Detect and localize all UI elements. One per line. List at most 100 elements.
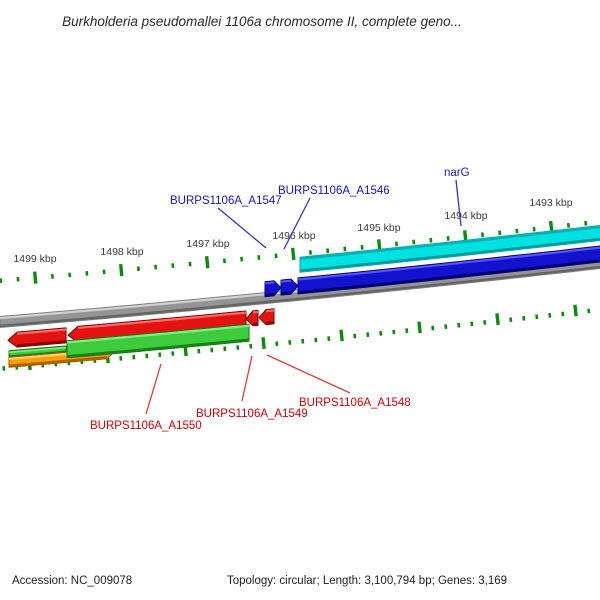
ruler-tick <box>376 239 382 252</box>
leader-line <box>217 207 267 249</box>
feature-BURPS1106A_A1546[interactable] <box>280 278 299 296</box>
ruler-tick <box>431 325 435 331</box>
ruler-tick <box>118 263 124 277</box>
ruler-tick <box>412 239 416 245</box>
ruler-tick <box>158 352 162 358</box>
ruler-tick <box>257 255 261 260</box>
ruler-tick <box>314 337 318 343</box>
ruler-tick <box>275 341 279 347</box>
ruler-tick <box>343 246 347 252</box>
ruler-tick <box>587 308 591 314</box>
ruler-tick <box>394 241 399 247</box>
ruler-tick <box>274 253 278 259</box>
ruler-tick <box>379 330 383 336</box>
ruler-tick <box>444 324 448 330</box>
feature-BURPS1106A_A1547[interactable] <box>264 280 282 298</box>
footer-accession: Accession: NC_009078 <box>12 575 133 587</box>
ruler-label: 1495 kbp <box>357 222 400 234</box>
ruler-tick <box>33 271 38 284</box>
ruler-tick <box>457 322 461 328</box>
ruler-tick <box>417 321 422 334</box>
ruler-tick <box>68 272 72 278</box>
gene-label[interactable]: BURPS1106A_A1550 <box>90 420 202 432</box>
gene-label[interactable]: BURPS1106A_A1546 <box>278 185 390 197</box>
ruler-tick <box>470 321 474 327</box>
ruler-tick <box>204 256 210 269</box>
ruler-tick <box>561 311 565 317</box>
ruler-tick <box>392 329 396 335</box>
ruler-tick <box>236 345 240 350</box>
feature-cds-minus-left[interactable] <box>7 327 67 348</box>
ruler-tick <box>483 320 487 325</box>
feature-narG-gene[interactable] <box>299 225 600 273</box>
ruler-tick <box>210 347 214 353</box>
ruler-tick <box>532 226 536 232</box>
ruler-tick <box>301 338 305 344</box>
ruler-tick <box>223 346 227 352</box>
ruler-tick <box>548 312 552 318</box>
ruler-tick <box>290 247 296 261</box>
ruler-label: 1498 kbp <box>100 246 143 258</box>
ruler-tick <box>188 261 192 267</box>
ruler-tick <box>405 328 409 334</box>
ruler-tick <box>0 278 3 283</box>
ruler-tick <box>522 315 526 321</box>
callout-BURPS1106A_A1549: BURPS1106A_A1549 <box>196 355 308 420</box>
ruler-tick <box>288 340 292 345</box>
ruler-tick <box>16 276 20 282</box>
ruler-label: 1493 kbp <box>529 197 572 209</box>
ruler-tick <box>136 266 140 272</box>
ruler-tick <box>261 337 266 349</box>
leader-line <box>455 179 462 227</box>
ruler-tick <box>119 356 123 361</box>
gene-label[interactable]: BURPS1106A_A1548 <box>299 397 411 409</box>
ruler-tick <box>240 256 244 262</box>
ruler-tick <box>360 244 364 250</box>
ruler-tick <box>171 263 175 268</box>
page-title: Burkholderia pseudomallei 1106a chromoso… <box>62 14 462 29</box>
gene-label[interactable]: BURPS1106A_A1549 <box>196 408 308 420</box>
ruler-tick <box>480 232 485 238</box>
ruler-tick <box>498 230 502 236</box>
ruler-label: 1496 kbp <box>272 230 315 242</box>
callout-BURPS1106A_A1548: BURPS1106A_A1548 <box>266 354 411 409</box>
callout-BURPS1106A_A1547: BURPS1106A_A1547 <box>170 195 282 249</box>
ruler-tick <box>535 314 539 320</box>
ruler-tick <box>308 250 312 255</box>
gene-label[interactable]: BURPS1106A_A1547 <box>170 195 282 207</box>
feature-narG-cds[interactable] <box>297 245 600 295</box>
ruler-tick <box>548 220 554 234</box>
ruler-tick <box>171 351 175 356</box>
gene-label[interactable]: narG <box>444 167 470 179</box>
ruler-tick <box>326 248 330 254</box>
ruler-tick <box>566 222 571 228</box>
leader-line <box>145 363 162 415</box>
ruler-tick <box>509 317 513 323</box>
ruler-label: 1499 kbp <box>13 253 56 265</box>
leader-line <box>283 197 311 250</box>
ruler-tick <box>327 336 331 342</box>
ruler-tick <box>2 366 6 371</box>
ruler-label: 1494 kbp <box>444 210 487 222</box>
ruler-label: 1497 kbp <box>186 238 229 250</box>
leader-line <box>241 355 253 402</box>
ruler-tick <box>429 237 433 243</box>
callout-narG: narG <box>444 167 470 227</box>
ruler-tick <box>573 304 578 317</box>
callout-BURPS1106A_A1546: BURPS1106A_A1546 <box>278 185 390 250</box>
ruler-tick <box>495 313 500 325</box>
ruler-tick <box>249 343 253 349</box>
ruler-tick <box>132 354 136 360</box>
ruler-tick <box>446 236 450 241</box>
ruler-tick <box>339 329 344 342</box>
ruler-tick <box>353 333 357 339</box>
ruler-tick <box>145 353 149 359</box>
ruler-tick <box>85 270 89 276</box>
feature-gene-A1550-extent[interactable] <box>66 323 250 359</box>
feature-BURPS1106A_A1549[interactable] <box>245 309 259 327</box>
ruler-tick <box>50 273 54 279</box>
feature-BURPS1106A_A1548[interactable] <box>258 308 275 326</box>
ruler-tick <box>102 269 106 275</box>
ruler-tick <box>515 228 519 234</box>
